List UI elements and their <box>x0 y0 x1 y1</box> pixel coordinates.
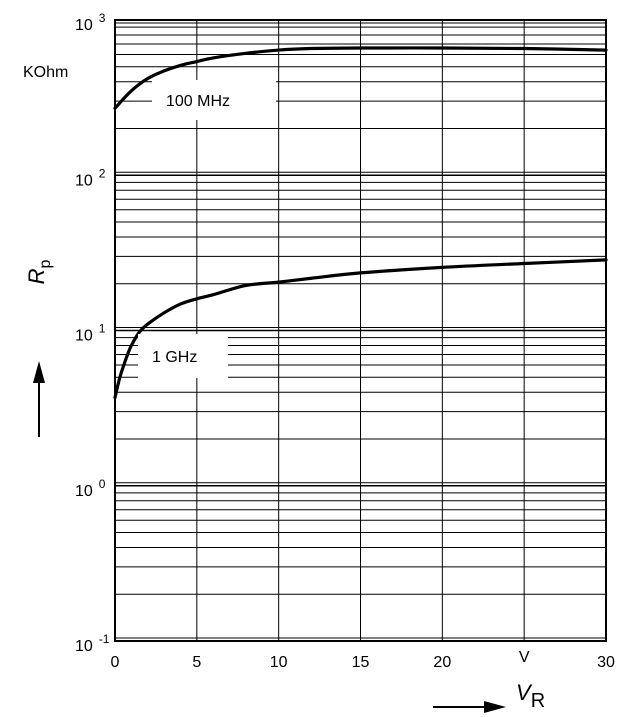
series-label-box <box>152 80 276 120</box>
x-axis-arrow-head <box>484 701 506 713</box>
x-tick-label: 5 <box>192 654 201 671</box>
x-axis-label-main: V <box>516 680 533 705</box>
y-axis-label-sub: p <box>37 260 54 269</box>
y-unit-label: KOhm <box>23 64 68 81</box>
x-tick-labels: 0 5 10 15 20 30 <box>111 654 615 671</box>
x-axis-label-sub: R <box>531 690 545 712</box>
x-unit-label: V <box>519 649 530 666</box>
svg-text:Rp: Rp <box>24 260 54 285</box>
y-axis-label-main: R <box>24 268 49 284</box>
y-tick-label: 10 2 <box>75 166 106 189</box>
x-tick-label: 0 <box>111 654 120 671</box>
y-axis-arrow-head <box>33 361 45 383</box>
series-line-1 <box>113 258 608 400</box>
series-layer <box>113 46 608 400</box>
x-tick-label: 30 <box>597 654 615 671</box>
x-axis-label: VR <box>516 680 545 712</box>
y-axis-label: Rp <box>24 260 54 285</box>
x-tick-label: 15 <box>352 654 370 671</box>
plot-frame <box>114 19 607 642</box>
x-tick-label: 10 <box>270 654 288 671</box>
y-tick-label: 10 -1 <box>75 632 110 655</box>
series-label: 1 GHz <box>152 349 197 366</box>
y-tick-label: 10 0 <box>75 477 106 500</box>
label-boxes: 100 MHz 1 GHz <box>138 80 276 378</box>
series-line-0 <box>113 46 608 110</box>
y-tick-label: 10 3 <box>75 11 106 34</box>
series-label: 100 MHz <box>166 93 230 110</box>
x-tick-label: 20 <box>433 654 451 671</box>
y-tick-label: 10 1 <box>75 322 106 345</box>
series-label-box <box>138 334 228 378</box>
